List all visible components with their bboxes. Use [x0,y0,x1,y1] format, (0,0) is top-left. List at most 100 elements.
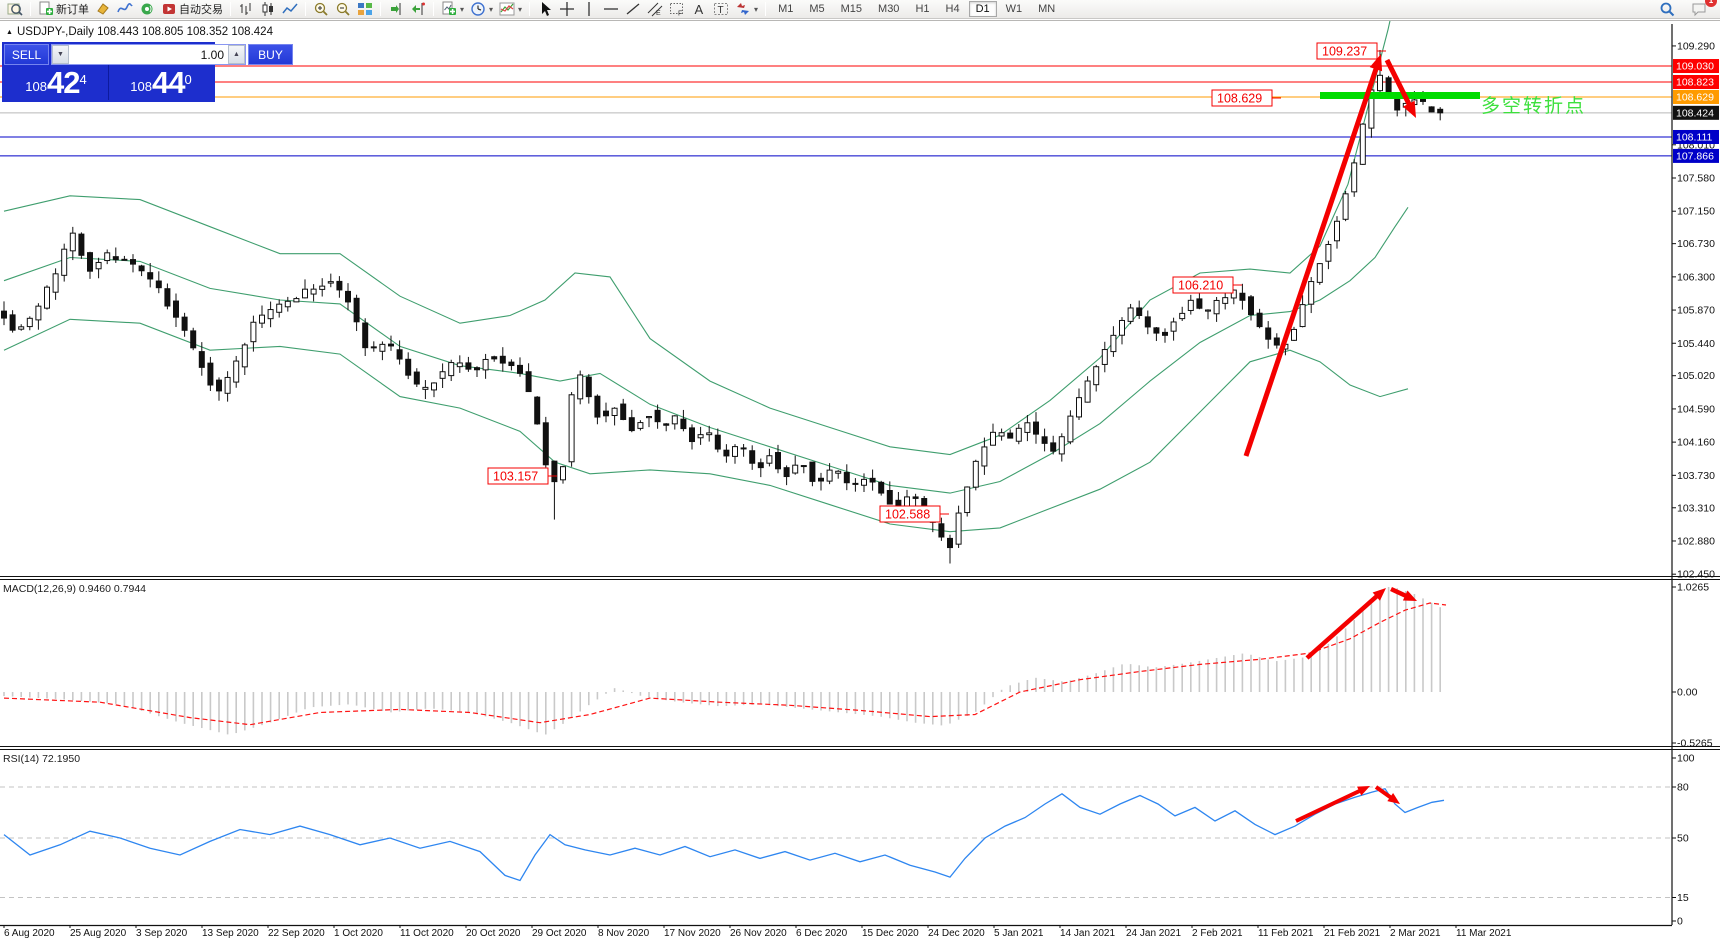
period-button[interactable]: ▾ [467,0,496,18]
macd-signal-line [3,602,1447,726]
indicators-button[interactable]: ▾ [496,0,525,18]
zoom-out-button[interactable] [332,0,354,18]
arrows-icon [737,3,750,15]
highlight-bar [1320,92,1480,99]
candle-body [1033,421,1039,435]
candle-body [224,376,231,394]
timeframe-h4[interactable]: H4 [945,3,960,15]
candle-body [181,316,188,331]
arrows-button[interactable]: ▾ [732,0,761,18]
channel-button[interactable]: E [644,0,666,18]
text-label-icon: T [714,3,729,16]
chart-window[interactable]: 109.237 108.629 106.210 103.157 102.588 多空转折点… [0,20,1720,940]
callout-label: 108.629 [1217,92,1262,106]
buy-price[interactable]: 108 44 0 [109,65,213,100]
new-chart-button[interactable]: ▾ [438,0,467,18]
candle-body [1359,123,1366,165]
trendline-button[interactable] [622,0,644,18]
auto-trading-button[interactable]: 自动交易 [158,0,226,18]
candle-body [345,290,351,303]
timeframe-m30[interactable]: M30 [878,3,900,15]
candle-body [783,467,790,478]
candle-body [663,423,670,426]
date-label: 1 Oct 2020 [334,928,383,939]
candle-body [87,252,93,272]
auto-scroll-button[interactable] [407,0,429,18]
wave-button[interactable] [114,0,136,18]
timeframe-w1[interactable]: W1 [1005,3,1023,15]
rsi-tick-label: 15 [1677,892,1689,904]
candle-body [121,258,128,261]
candle-body [474,367,480,371]
fibo-button[interactable]: F [666,0,688,18]
price-level-badge [1673,59,1719,74]
price-tick-label: 103.730 [1677,470,1715,482]
candle-body [1041,436,1048,444]
candle-body [431,382,437,391]
line-chart-button[interactable] [279,0,301,18]
candle-body [336,280,343,291]
price-level-badge-label: 108.111 [1676,131,1713,143]
fibo-icon: F [670,3,684,17]
timeframe-m1[interactable]: M1 [778,3,794,15]
sell-button[interactable]: SELL [4,44,49,65]
notifications-button[interactable]: 1 [1688,0,1717,18]
candle-body [1256,312,1263,328]
price-level-badge-label: 107.866 [1676,150,1714,162]
candle-body [646,416,652,419]
volume-increase-button[interactable]: ▲ [228,45,245,64]
symbol-marker-icon: ▲ [6,29,13,36]
timeframe-h1[interactable]: H1 [915,3,930,15]
hline-button[interactable] [600,0,622,18]
candle-body [1076,397,1082,418]
tile-windows-icon [358,3,372,15]
cursor-button[interactable] [534,0,556,18]
date-label: 14 Jan 2021 [1060,928,1115,939]
chart-canvas[interactable]: 109.237 108.629 106.210 103.157 102.588 多空转折点… [0,20,1720,940]
date-label: 6 Dec 2020 [796,928,848,939]
trend-arrow-main-0-head [1369,54,1383,72]
timeframe-m15[interactable]: M15 [840,3,863,15]
bar-chart-button[interactable] [235,0,257,18]
candle-body [1093,366,1100,386]
toolbar-separator [30,2,31,16]
candle-body [250,321,257,343]
candle-body [852,482,859,485]
volume-decrease-button[interactable]: ▼ [52,45,69,64]
candlestick-chart-button[interactable] [257,0,279,18]
candle-body [302,288,308,299]
new-order-button[interactable]: 新订单 [35,0,92,18]
text-button[interactable]: A [688,0,710,18]
chart-shift-button[interactable] [385,0,407,18]
eraser-button[interactable] [92,0,114,18]
candle-body [947,537,953,549]
volume-input[interactable] [69,45,228,64]
timeframe-m5[interactable]: M5 [809,3,825,15]
zoom-in-button[interactable] [310,0,332,18]
chevron-down-icon: ▾ [754,4,759,14]
candle-body [499,355,506,364]
vline-button[interactable] [578,0,600,18]
buy-button[interactable]: BUY [248,44,293,65]
macd-tick-label: 1.0265 [1677,581,1709,593]
chart-zoom-button[interactable] [4,0,26,18]
turning-point-annotation: 多空转折点 [1481,95,1586,117]
date-label: 11 Mar 2021 [1456,928,1512,939]
tile-windows-button[interactable] [354,0,376,18]
signal-button[interactable] [136,0,158,18]
date-label: 2 Mar 2021 [1390,928,1441,939]
date-label: 26 Nov 2020 [730,928,787,939]
text-label-button[interactable]: T [710,0,732,18]
chart-zoom-icon [7,3,23,16]
timeframe-mn[interactable]: MN [1038,3,1056,15]
candle-body [637,422,644,429]
candle-body [1420,98,1426,102]
date-label: 17 Nov 2020 [664,928,721,939]
search-button[interactable] [1656,0,1678,18]
candle-body [491,356,498,360]
notification-badge: 1 [1705,0,1717,7]
timeframe-d1[interactable]: D1 [968,1,997,17]
candle-body [508,361,515,367]
sell-price[interactable]: 108 42 4 [4,65,109,100]
crosshair-button[interactable] [556,0,578,18]
